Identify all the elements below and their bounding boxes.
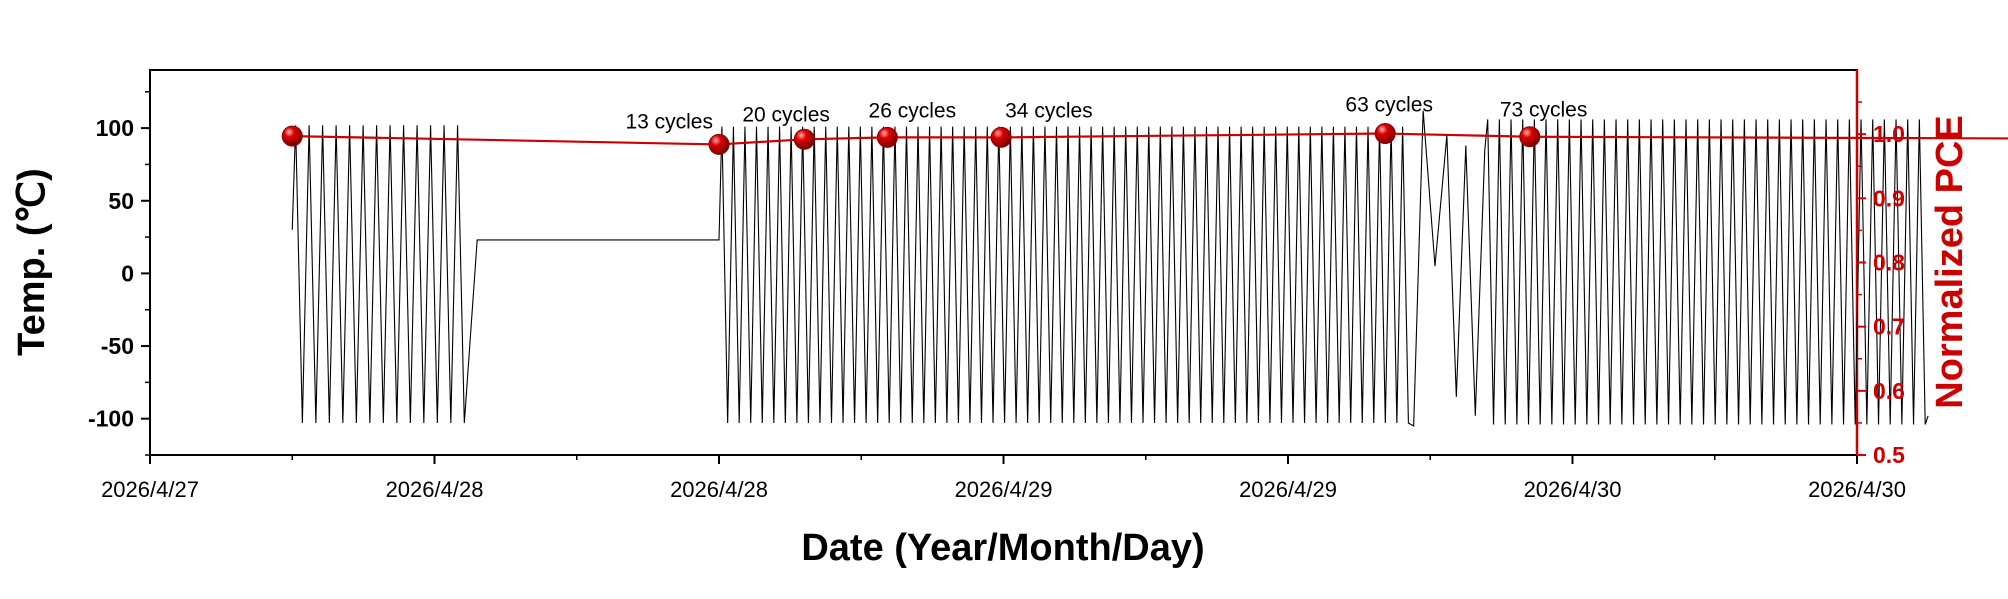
x-tick-label: 2026/4/27 [101, 477, 199, 502]
pce-line [292, 132, 2008, 146]
x-tick-label: 2026/4/29 [955, 477, 1053, 502]
pce-series [281, 123, 2008, 155]
y-right-tick-label: 0.8 [1873, 250, 1905, 276]
axes: 2026/4/27 2026/4/28 2026/4/28 2026/4/29 2026… [88, 91, 1906, 502]
x-tick-label: 2026/4/30 [1524, 477, 1622, 502]
x-tick-label: 2026/4/28 [386, 477, 484, 502]
y-right-tick-label: 0.5 [1873, 442, 1905, 468]
y-right-tick-label: 1.0 [1873, 121, 1905, 147]
pce-point [990, 126, 1012, 148]
y-right-tick-label: 0.6 [1873, 378, 1905, 404]
temperature-series [291, 110, 1929, 427]
y-left-tick-label: 100 [96, 115, 134, 141]
cycle-label: 13 cycles [625, 110, 713, 133]
pce-point [708, 133, 730, 155]
pce-point [1374, 123, 1396, 145]
cycle-label: 26 cycles [869, 99, 957, 122]
cycle-annotations: 13 cycles 20 cycles 26 cycles 34 cycles 63 c… [625, 94, 1588, 134]
y-left-tick-label: 50 [108, 188, 134, 214]
y-left-tick-label: -50 [101, 333, 134, 359]
cycle-label: 73 cycles [1500, 99, 1588, 122]
x-tick-label: 2026/4/30 [1808, 477, 1906, 502]
x-axis-title: Date (Year/Month/Day) [801, 527, 1204, 569]
pce-point [793, 128, 815, 150]
y-left-tick-label: 0 [121, 260, 134, 286]
pce-point [1519, 126, 1541, 148]
y-axis-title-left: Temp. (℃) [11, 168, 53, 356]
y-axis-title-right: Normalized PCE [1929, 115, 1971, 409]
y-right-tick-label: 0.9 [1873, 185, 1905, 211]
cycle-label: 20 cycles [742, 103, 830, 126]
pce-point [281, 125, 303, 147]
cycle-label: 34 cycles [1005, 99, 1093, 122]
x-tick-label: 2026/4/29 [1239, 477, 1337, 502]
x-tick-label: 2026/4/28 [670, 477, 768, 502]
y-right-tick-label: 0.7 [1873, 314, 1905, 340]
cycle-label: 63 cycles [1345, 94, 1433, 117]
temperature-line [291, 110, 1929, 427]
y-left-tick-label: -100 [88, 406, 134, 432]
pce-point [876, 126, 898, 148]
